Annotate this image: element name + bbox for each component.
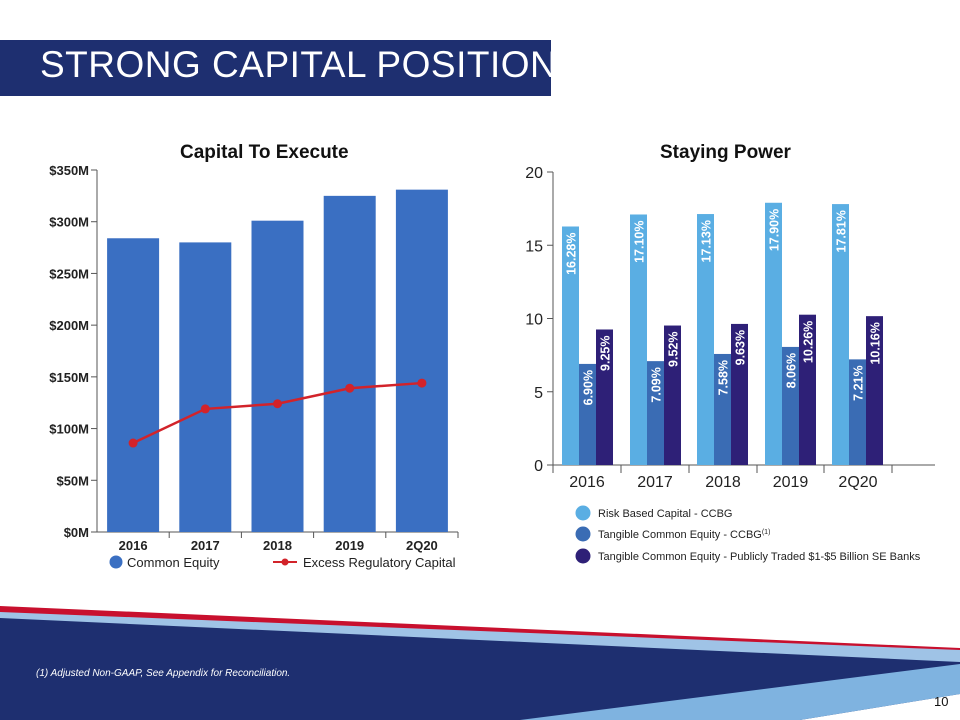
tangible-common-equity-ccbg-label: 8.06% [785,353,799,388]
tangible-common-equity-ccbg-bar [714,353,731,465]
tangible-common-equity-peers-label: 9.63% [734,330,748,365]
x-tick-label: 2016 [119,538,148,553]
y-tick-label: $100M [49,422,89,437]
risk-based-capital-legend-icon [575,505,591,521]
risk-based-capital-bar [765,202,782,465]
y-tick-label: $0M [64,525,89,540]
tangible-common-equity-ccbg-legend-label: Tangible Common Equity - CCBG(1) [598,529,770,541]
legend-text: Tangible Common Equity - CCBG [598,529,762,541]
tangible-common-equity-ccbg-legend-icon [575,526,591,542]
legend-text: Tangible Common Equity - Publicly Traded… [598,551,921,563]
footnote: (1) Adjusted Non-GAAP, See Appendix for … [36,668,291,679]
y-tick-label: $200M [49,318,89,333]
risk-based-capital-legend-label: Risk Based Capital - CCBG [598,508,733,520]
common-equity-bar [395,189,448,532]
risk-based-capital-label: 16.28% [565,232,579,274]
tangible-common-equity-peers-label: 10.26% [802,321,816,363]
x-tick-label: 2Q20 [406,538,438,553]
x-tick-label: 2019 [773,474,809,491]
tangible-common-equity-ccbg-bar [782,346,799,465]
y-tick-label: $150M [49,370,89,385]
footer-navy-band [0,618,960,720]
x-tick-label: 2018 [705,474,741,491]
y-tick-label: 10 [525,312,543,329]
x-tick-label: 2Q20 [838,474,877,491]
tangible-common-equity-peers-label: 10.16% [869,322,883,364]
tangible-common-equity-ccbg-label: 6.90% [582,370,596,405]
risk-based-capital-bar [562,226,579,465]
y-tick-label: 5 [534,385,543,402]
tangible-common-equity-peers-bar [664,325,681,465]
risk-based-capital-label: 17.10% [633,220,647,262]
excess-regulatory-capital-point [128,438,138,448]
excess-capital-legend-label: Excess Regulatory Capital [303,555,456,570]
tangible-common-equity-ccbg-label: 7.09% [650,367,664,402]
capital-to-execute-title: Capital To Execute [180,142,349,163]
title-bar [0,40,551,96]
tangible-common-equity-peers-bar [731,323,748,465]
y-tick-label: $50M [56,473,89,488]
y-tick-label: 20 [525,165,543,182]
tangible-common-equity-peers-bar [596,329,613,465]
tangible-common-equity-ccbg-bar [579,363,596,465]
common-equity-bar [179,242,232,532]
x-tick-label: 2019 [335,538,364,553]
excess-regulatory-capital-point [273,399,282,409]
page-number: 10 [934,694,949,709]
tangible-common-equity-ccbg-label: 7.21% [852,365,866,400]
common-equity-bar [107,238,160,532]
tangible-common-equity-ccbg-label: 7.58% [717,360,731,395]
y-tick-label: $250M [49,266,89,281]
y-tick-label: 0 [534,458,543,475]
tangible-common-equity-peers-bar [799,314,816,465]
legend-text: Risk Based Capital - CCBG [598,508,733,520]
risk-based-capital-bar [832,204,849,465]
x-tick-label: 2017 [191,538,220,553]
tangible-common-equity-peers-legend-icon [575,548,591,564]
tangible-common-equity-peers-label: 9.52% [667,332,681,367]
risk-based-capital-label: 17.81% [835,210,849,252]
footer-light-wedge [520,664,960,720]
risk-based-capital-label: 17.13% [700,220,714,262]
y-tick-label: 15 [525,238,543,255]
page-title: STRONG CAPITAL POSITION [40,44,558,85]
tangible-common-equity-ccbg-bar [849,359,866,465]
staying-power-title: Staying Power [660,142,791,163]
excess-regulatory-capital-point [417,378,427,388]
y-tick-label: $300M [49,215,89,230]
tangible-common-equity-peers-label: 9.25% [599,335,613,370]
excess-capital-legend-icon [281,558,289,566]
risk-based-capital-label: 17.90% [768,209,782,251]
tangible-common-equity-ccbg-bar [647,361,664,465]
x-tick-label: 2016 [569,474,605,491]
common-equity-legend-icon [109,555,123,569]
x-tick-label: 2018 [263,538,292,553]
legend-superscript: (1) [762,529,771,536]
x-tick-label: 2017 [637,474,673,491]
common-equity-bar [323,195,376,532]
common-equity-legend-label: Common Equity [127,555,220,570]
risk-based-capital-bar [630,214,647,465]
tangible-common-equity-peers-legend-label: Tangible Common Equity - Publicly Traded… [598,551,921,563]
tangible-common-equity-peers-bar [866,316,883,465]
excess-regulatory-capital-point [345,383,355,393]
common-equity-bar [251,220,304,532]
y-tick-label: $350M [49,163,89,178]
risk-based-capital-bar [697,214,714,465]
excess-regulatory-capital-point [200,404,210,414]
